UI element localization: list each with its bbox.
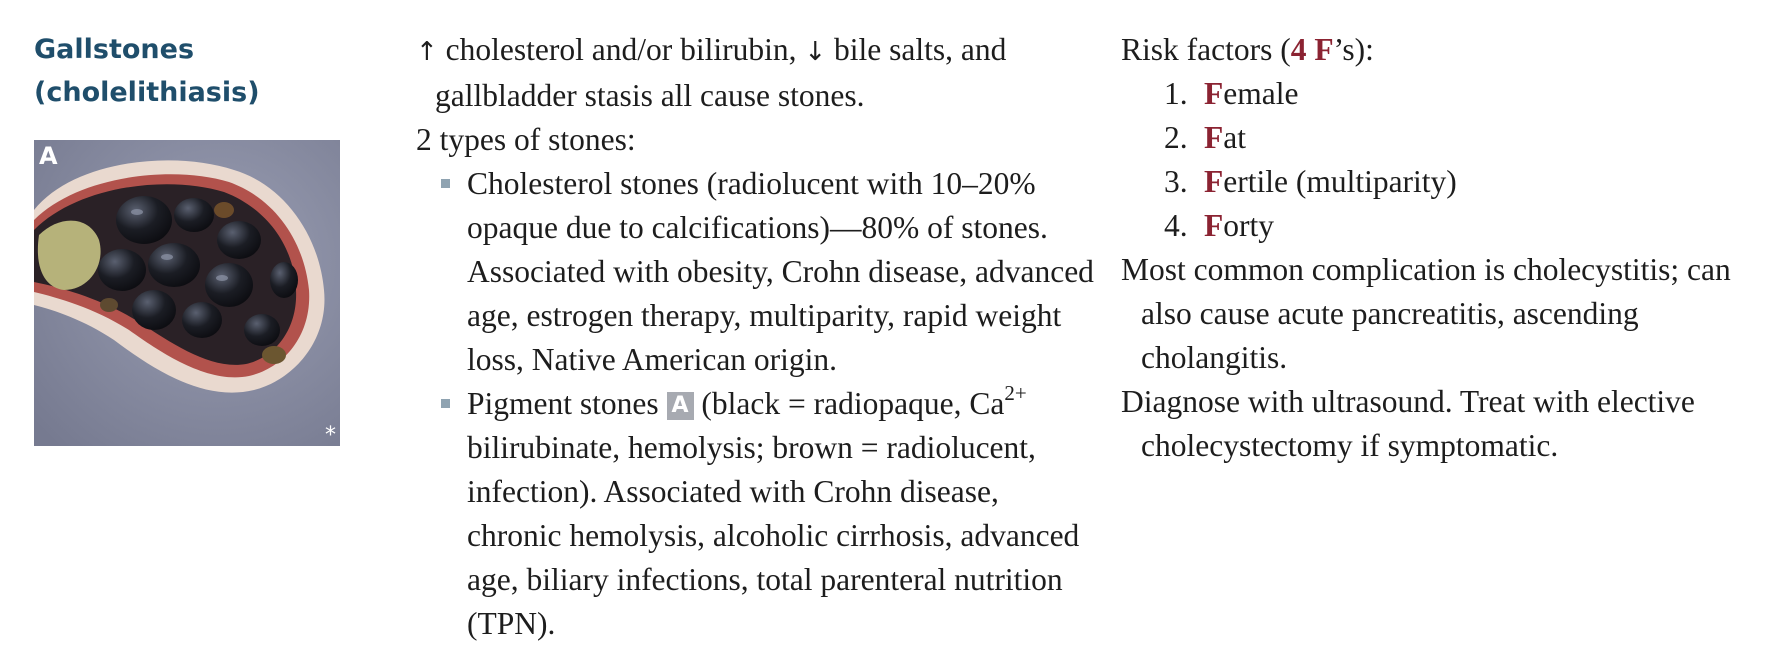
list-number: 3.: [1164, 164, 1188, 199]
risk-factors-heading: Risk factors (4 F’s):: [1121, 28, 1771, 72]
cholesterol-stones-text: Cholesterol stones (radiolucent with 10–…: [467, 166, 1094, 377]
complication-paragraph: Most common complication is cholecystiti…: [1121, 252, 1731, 375]
list-number: 2.: [1164, 120, 1188, 155]
risk-factors-emphasis: 4 F: [1290, 32, 1334, 67]
bullet-square-icon: [441, 179, 450, 188]
cause-text-2: bile salts, and gallbladder stasis all c…: [435, 32, 1007, 113]
pigment-stones-item: Pigment stones A (black = radiopaque, Ca…: [416, 382, 1100, 646]
up-arrow-icon: ↑: [416, 37, 438, 67]
gallbladder-specimen-image: [34, 140, 340, 446]
figure-label: A: [39, 142, 58, 170]
list-number: 1.: [1164, 76, 1188, 111]
risk-factors-prefix: Risk factors (: [1121, 32, 1291, 67]
title-line-1: Gallstones: [34, 34, 195, 65]
bullet-square-icon: [441, 399, 450, 408]
pigment-stones-label: Pigment stones: [467, 386, 659, 421]
list-text: orty: [1223, 208, 1274, 243]
cause-paragraph: ↑ cholesterol and/or bilirubin, ↓ bile s…: [416, 28, 1100, 118]
list-initial: F: [1204, 76, 1224, 111]
cause-text: cholesterol and/or bilirubin,: [445, 32, 797, 67]
risk-factors-list: 1. Female 2. Fat 3. Fertile (multiparity) 4…: [1121, 72, 1771, 248]
list-text: ertile (multiparity): [1223, 164, 1457, 199]
diagnosis-paragraph: Diagnose with ultrasound. Treat with ele…: [1121, 384, 1695, 463]
mechanism-column: ↑ cholesterol and/or bilirubin, ↓ bile s…: [416, 28, 1100, 646]
gallstones-figure: A *: [34, 140, 340, 446]
list-text: emale: [1223, 76, 1299, 111]
list-item: 2. Fat: [1164, 116, 1771, 160]
pigment-stones-detail: (black = radiopaque, Ca: [701, 386, 1005, 421]
section-title: Gallstones (cholelithiasis): [34, 28, 364, 114]
list-text: at: [1223, 120, 1246, 155]
charge-superscript: 2+: [1004, 381, 1027, 405]
stone-types-heading: 2 types of stones:: [416, 122, 636, 157]
list-item: 1. Female: [1164, 72, 1771, 116]
list-initial: F: [1204, 120, 1224, 155]
risk-factors-suffix: ’s):: [1333, 32, 1374, 67]
clinical-column: Risk factors (4 F’s): 1. Female 2. Fat 3. F…: [1121, 28, 1771, 468]
down-arrow-icon: ↓: [804, 37, 827, 67]
title-line-2: (cholelithiasis): [34, 77, 260, 108]
list-initial: F: [1204, 164, 1224, 199]
list-item: 4. Forty: [1164, 204, 1771, 248]
figure-reference-badge: A: [666, 392, 694, 420]
pigment-stones-text: bilirubinate, hemolysis; brown = radiolu…: [467, 430, 1080, 641]
list-number: 4.: [1164, 208, 1188, 243]
list-initial: F: [1204, 208, 1224, 243]
figure-mark: *: [325, 423, 336, 446]
cholesterol-stones-item: Cholesterol stones (radiolucent with 10–…: [416, 162, 1100, 382]
list-item: 3. Fertile (multiparity): [1164, 160, 1771, 204]
